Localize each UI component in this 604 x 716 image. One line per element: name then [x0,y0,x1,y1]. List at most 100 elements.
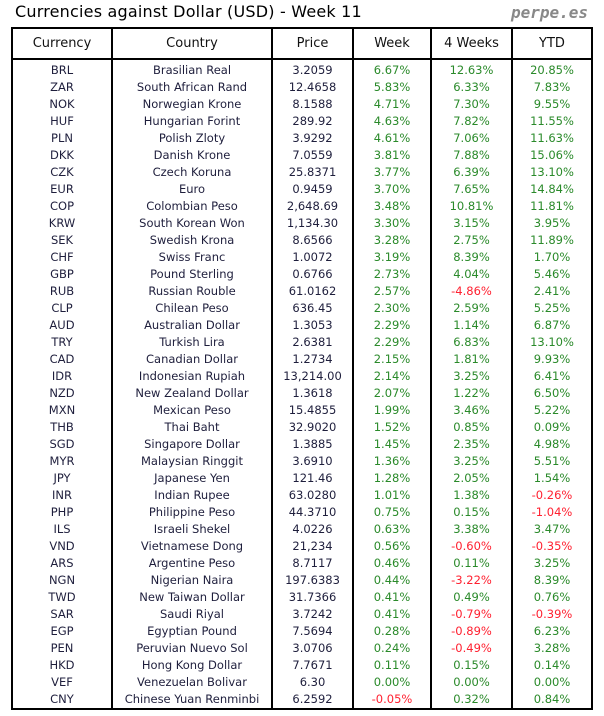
cell-4-weeks: 6.39% [430,164,513,181]
header-country: Country [111,27,273,60]
cell-price: 7.0559 [271,147,354,164]
table-row: TWD New Taiwan Dollar 31.7366 0.41% 0.49% 0.7… [11,589,593,606]
cell-currency: CHF [11,249,113,266]
cell-currency: COP [11,198,113,215]
cell-country: Danish Krone [111,147,273,164]
cell-week: 6.67% [352,59,432,79]
cell-currency: MXN [11,402,113,419]
cell-week: 0.44% [352,572,432,589]
cell-4-weeks: 0.11% [430,555,513,572]
cell-4-weeks: 0.15% [430,504,513,521]
cell-country: Brasilian Real [111,59,273,79]
cell-currency: DKK [11,147,113,164]
cell-ytd: 3.95% [511,215,593,232]
cell-week: 0.56% [352,538,432,555]
cell-week: 4.63% [352,113,432,130]
table-row: INR Indian Rupee 63.0280 1.01% 1.38% -0.26% [11,487,593,504]
cell-price: 3.2059 [271,59,354,79]
cell-currency: AUD [11,317,113,334]
cell-country: Argentine Peso [111,555,273,572]
cell-currency: CZK [11,164,113,181]
cell-ytd: 20.85% [511,59,593,79]
brand-logo: perpe.es [510,3,588,22]
table-row: RUB Russian Rouble 61.0162 2.57% -4.86% 2.41% [11,283,593,300]
cell-week: 2.15% [352,351,432,368]
cell-ytd: 11.55% [511,113,593,130]
currency-table: Currency Country Price Week 4 Weeks YTD … [11,27,593,710]
cell-ytd: -0.26% [511,487,593,504]
cell-currency: CAD [11,351,113,368]
cell-ytd: 11.81% [511,198,593,215]
cell-country: Philippine Peso [111,504,273,521]
cell-week: 3.19% [352,249,432,266]
cell-4-weeks: 1.38% [430,487,513,504]
cell-currency: SEK [11,232,113,249]
cell-country: Vietnamese Dong [111,538,273,555]
cell-currency: GBP [11,266,113,283]
table-row: NGN Nigerian Naira 197.6383 0.44% -3.22% 8.39… [11,572,593,589]
cell-country: Czech Koruna [111,164,273,181]
cell-week: 2.07% [352,385,432,402]
cell-price: 6.30 [271,674,354,691]
cell-currency: HKD [11,657,113,674]
cell-week: 3.70% [352,181,432,198]
table-row: PEN Peruvian Nuevo Sol 3.0706 0.24% -0.49% 3.… [11,640,593,657]
cell-country: Norwegian Krone [111,96,273,113]
cell-country: Turkish Lira [111,334,273,351]
cell-4-weeks: 3.38% [430,521,513,538]
cell-currency: VEF [11,674,113,691]
cell-price: 7.5694 [271,623,354,640]
cell-currency: CLP [11,300,113,317]
cell-week: 3.30% [352,215,432,232]
cell-week: 0.75% [352,504,432,521]
cell-country: New Zealand Dollar [111,385,273,402]
cell-price: 44.3710 [271,504,354,521]
table-row: SGD Singapore Dollar 1.3885 1.45% 2.35% 4.98% [11,436,593,453]
cell-week: 1.36% [352,453,432,470]
cell-price: 1.3885 [271,436,354,453]
cell-price: 0.6766 [271,266,354,283]
table-row: EUR Euro 0.9459 3.70% 7.65% 14.84% [11,181,593,198]
header-week: Week [352,27,432,60]
cell-4-weeks: -4.86% [430,283,513,300]
cell-currency: SAR [11,606,113,623]
cell-week: 1.52% [352,419,432,436]
cell-ytd: 1.54% [511,470,593,487]
cell-currency: ZAR [11,79,113,96]
cell-price: 15.4855 [271,402,354,419]
cell-ytd: 13.10% [511,164,593,181]
cell-ytd: 9.93% [511,351,593,368]
cell-currency: IDR [11,368,113,385]
cell-currency: EGP [11,623,113,640]
cell-week: 5.83% [352,79,432,96]
cell-country: Japanese Yen [111,470,273,487]
cell-price: 4.0226 [271,521,354,538]
table-row: MYR Malaysian Ringgit 3.6910 1.36% 3.25% 5.51… [11,453,593,470]
cell-week: 0.41% [352,589,432,606]
cell-4-weeks: 2.59% [430,300,513,317]
cell-ytd: 7.83% [511,79,593,96]
cell-week: 0.24% [352,640,432,657]
table-row: CZK Czech Koruna 25.8371 3.77% 6.39% 13.10% [11,164,593,181]
cell-price: 2.6381 [271,334,354,351]
cell-country: Singapore Dollar [111,436,273,453]
cell-currency: BRL [11,59,113,79]
cell-price: 3.6910 [271,453,354,470]
cell-4-weeks: 3.46% [430,402,513,419]
cell-currency: ILS [11,521,113,538]
cell-4-weeks: 2.35% [430,436,513,453]
cell-ytd: 3.25% [511,555,593,572]
cell-price: 7.7671 [271,657,354,674]
cell-4-weeks: 0.15% [430,657,513,674]
cell-ytd: 3.47% [511,521,593,538]
cell-country: Venezuelan Bolivar [111,674,273,691]
cell-price: 3.9292 [271,130,354,147]
cell-currency: TRY [11,334,113,351]
table-row: PLN Polish Zloty 3.9292 4.61% 7.06% 11.63% [11,130,593,147]
cell-ytd: 2.41% [511,283,593,300]
cell-country: Chinese Yuan Renminbi [111,691,273,709]
cell-price: 13,214.00 [271,368,354,385]
cell-country: Chilean Peso [111,300,273,317]
cell-week: 3.77% [352,164,432,181]
cell-ytd: 0.09% [511,419,593,436]
